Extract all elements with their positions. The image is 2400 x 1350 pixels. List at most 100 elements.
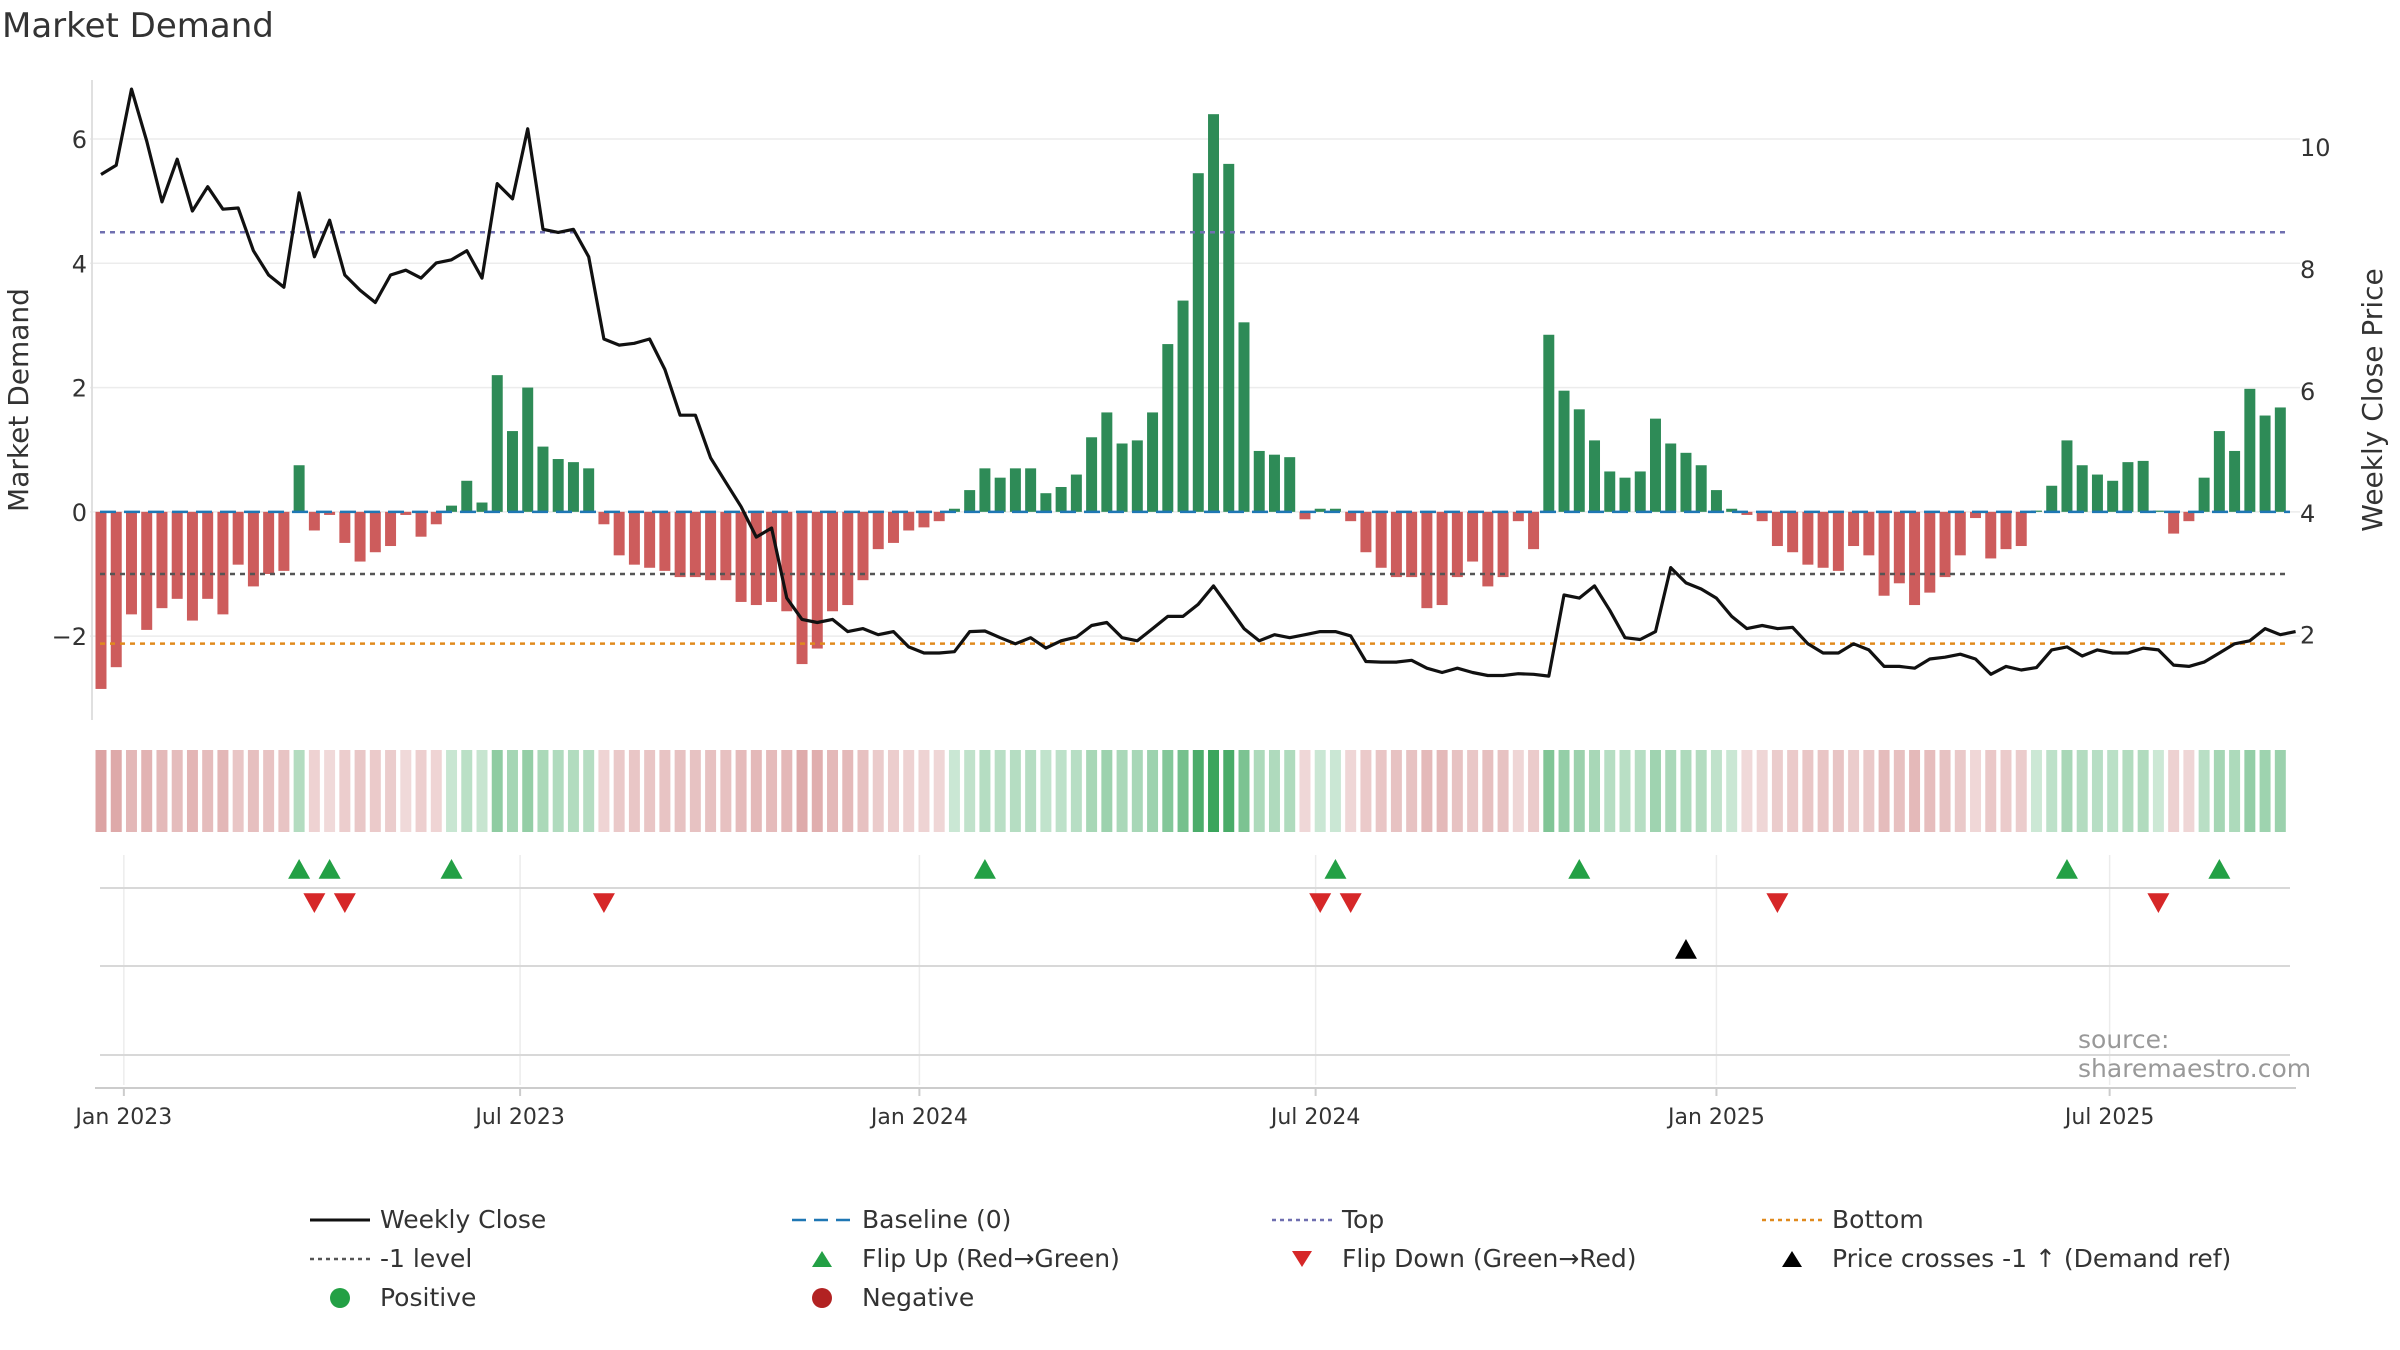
heat-cell xyxy=(1345,750,1357,832)
demand-bar xyxy=(1649,418,1661,512)
heat-cell xyxy=(125,750,137,832)
heat-cell xyxy=(1756,750,1768,832)
right-axis-title: Weekly Close Price xyxy=(2356,268,2389,531)
demand-bar xyxy=(842,511,854,606)
heat-cell xyxy=(1467,750,1479,832)
legend-item: Price crosses -1 ↑ (Demand ref) xyxy=(1752,1244,2231,1273)
heat-cell xyxy=(842,750,854,832)
demand-bar xyxy=(1345,511,1357,522)
triangle-up-icon xyxy=(812,1250,832,1267)
heat-cell xyxy=(1436,750,1448,832)
heat-cell xyxy=(628,750,640,832)
heat-cell xyxy=(1497,750,1509,832)
weekly-close-series xyxy=(100,87,2296,678)
legend-label: Top xyxy=(1342,1205,1385,1234)
heat-cell xyxy=(2213,750,2225,832)
heat-cell xyxy=(156,750,168,832)
demand-bar xyxy=(1528,511,1540,550)
demand-bar xyxy=(1604,471,1616,512)
heat-cell xyxy=(689,750,701,832)
demand-bar xyxy=(1726,508,1738,512)
flip-up-marker xyxy=(1568,859,1591,879)
demand-bar xyxy=(1619,477,1631,512)
heat-cell xyxy=(1604,750,1616,832)
demand-bar xyxy=(1238,322,1250,512)
demand-bar xyxy=(1924,511,1936,593)
flip-up-marker xyxy=(2055,859,2078,879)
right-tick-label: 10 xyxy=(2300,134,2331,162)
heat-cell xyxy=(598,750,610,832)
demand-bar xyxy=(400,511,412,515)
heat-cell xyxy=(537,750,549,832)
heat-cell xyxy=(95,750,107,832)
flip-down-marker xyxy=(1309,893,1332,913)
heat-cell xyxy=(308,750,320,832)
legend-item: Weekly Close xyxy=(300,1205,546,1234)
heat-cell xyxy=(918,750,930,832)
demand-bar xyxy=(1421,511,1433,609)
heat-cell xyxy=(1040,750,1052,832)
demand-bar xyxy=(1360,511,1372,553)
demand-bar xyxy=(217,511,229,615)
heat-cell xyxy=(933,750,945,832)
dashed-line-icon xyxy=(792,1218,852,1221)
triangle-down-icon xyxy=(1292,1250,1312,1267)
legend-item: Negative xyxy=(782,1283,974,1312)
heat-cell xyxy=(2198,750,2210,832)
heat-cell xyxy=(552,750,564,832)
heat-cell xyxy=(705,750,717,832)
flip-up-marker xyxy=(973,859,996,879)
heat-cell xyxy=(1817,750,1829,832)
demand-bar xyxy=(308,511,320,531)
legend-label: -1 level xyxy=(380,1244,473,1273)
demand-bar xyxy=(598,511,610,525)
demand-bar xyxy=(1375,511,1387,568)
heat-cell xyxy=(811,750,823,832)
axes: −2 0 2 4 6 2 4 6 8 10 Jan 2023 Jul 2023 Jan 2024 Jul … xyxy=(2,80,2389,1130)
heat-cell xyxy=(1512,750,1524,832)
demand-bar xyxy=(613,511,625,556)
demand-bar xyxy=(278,511,290,571)
heat-cell xyxy=(1665,750,1677,832)
heat-cell xyxy=(476,750,488,832)
demand-bar xyxy=(766,511,778,602)
heat-cell xyxy=(1009,750,1021,832)
demand-bar xyxy=(2213,431,2225,512)
demand-bar xyxy=(872,511,884,550)
demand-bar xyxy=(1451,511,1463,578)
flip-down-marker xyxy=(1339,893,1362,913)
heat-cell xyxy=(1177,750,1189,832)
x-tick-label: Jan 2024 xyxy=(869,1105,968,1130)
demand-bar xyxy=(811,511,823,649)
heat-cell xyxy=(2152,750,2164,832)
legend-label: Baseline (0) xyxy=(862,1205,1012,1234)
heat-cell xyxy=(1771,750,1783,832)
demand-bar xyxy=(1208,114,1220,512)
demand-bar xyxy=(552,459,564,512)
demand-bar xyxy=(918,511,930,528)
heat-cell xyxy=(1573,750,1585,832)
heat-cell xyxy=(1314,750,1326,832)
heat-cell xyxy=(491,750,503,832)
heat-cell xyxy=(141,750,153,832)
flip-up-marker xyxy=(1324,859,1347,879)
heat-cell xyxy=(2076,750,2088,832)
demand-bar xyxy=(1162,344,1174,512)
heat-cell xyxy=(1375,750,1387,832)
demand-bar xyxy=(95,511,107,689)
demand-bar xyxy=(1101,412,1113,512)
demand-bar xyxy=(1131,440,1143,512)
left-tick-label: 6 xyxy=(72,126,87,154)
demand-bar xyxy=(1970,511,1982,519)
heat-cell xyxy=(1253,750,1265,832)
demand-bar xyxy=(567,462,579,512)
legend-label: Flip Down (Green→Red) xyxy=(1342,1244,1637,1273)
heat-cell xyxy=(2000,750,2012,832)
demand-bar xyxy=(644,511,656,568)
demand-bar xyxy=(2076,465,2088,512)
demand-bar xyxy=(827,511,839,612)
demand-bar xyxy=(186,511,198,621)
demand-bar xyxy=(964,490,976,512)
demand-bar xyxy=(735,511,747,602)
demand-bar xyxy=(2168,511,2180,534)
